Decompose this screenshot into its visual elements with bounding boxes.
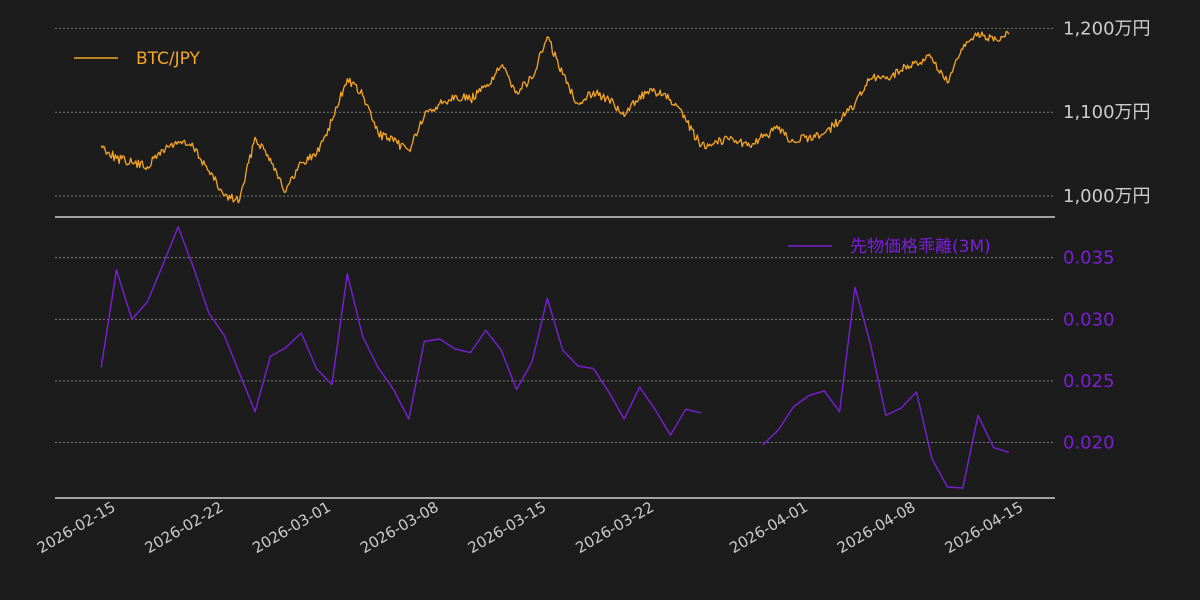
basis-line	[100, 226, 702, 436]
basis-tick-label: 0.035	[1063, 248, 1115, 269]
basis-line	[762, 286, 1010, 489]
series-layer	[100, 30, 1010, 489]
legend-basis-label: 先物価格乖離(3M)	[850, 237, 991, 257]
legend-basis: 先物価格乖離(3M)	[788, 237, 991, 257]
legend-price-label: BTC/JPY	[136, 49, 201, 69]
price-line	[100, 30, 1010, 204]
basis-tick-label: 0.030	[1063, 309, 1115, 330]
grid-layer	[55, 27, 1055, 443]
basis-tick-label: 0.020	[1063, 433, 1115, 454]
price-tick-label: 1,100万円	[1063, 102, 1151, 123]
basis-tick-label: 0.025	[1063, 371, 1115, 392]
legend-price: BTC/JPY	[74, 49, 201, 69]
price-tick-label: 1,000万円	[1063, 186, 1151, 207]
price-tick-label: 1,200万円	[1063, 18, 1151, 39]
